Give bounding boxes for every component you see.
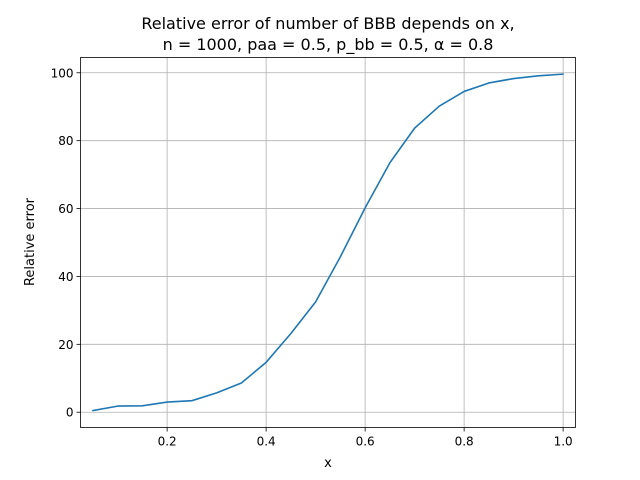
- plot-frame: [80, 57, 576, 428]
- chart-title-line-1: Relative error of number of BBB depends …: [141, 14, 514, 33]
- ticks: 0.2 0.4 0.6 0.8 1.0 0 20 40 60 80 100: [51, 66, 573, 448]
- y-tick-label-5: 100: [51, 66, 74, 80]
- x-axis-label: x: [324, 456, 332, 471]
- grid: [80, 57, 576, 428]
- x-tick-label-1: 0.4: [257, 435, 276, 449]
- x-tick-label-4: 1.0: [554, 435, 573, 449]
- y-tick-label-3: 60: [58, 202, 73, 216]
- x-tick-label-2: 0.6: [356, 435, 375, 449]
- y-axis-label: Relative error: [23, 197, 38, 286]
- y-tick-label-2: 40: [58, 270, 73, 284]
- y-tick-label-1: 20: [58, 338, 73, 352]
- series-line-0: [92, 73, 564, 412]
- x-tick-label-0: 0.2: [158, 435, 177, 449]
- y-tick-label-0: 0: [66, 406, 74, 420]
- chart-title-line-2: n = 1000, paa = 0.5, p_bb = 0.5, α = 0.8: [163, 35, 494, 55]
- series-layer: [92, 73, 564, 412]
- x-tick-label-3: 0.8: [455, 435, 474, 449]
- y-tick-label-4: 80: [58, 134, 73, 148]
